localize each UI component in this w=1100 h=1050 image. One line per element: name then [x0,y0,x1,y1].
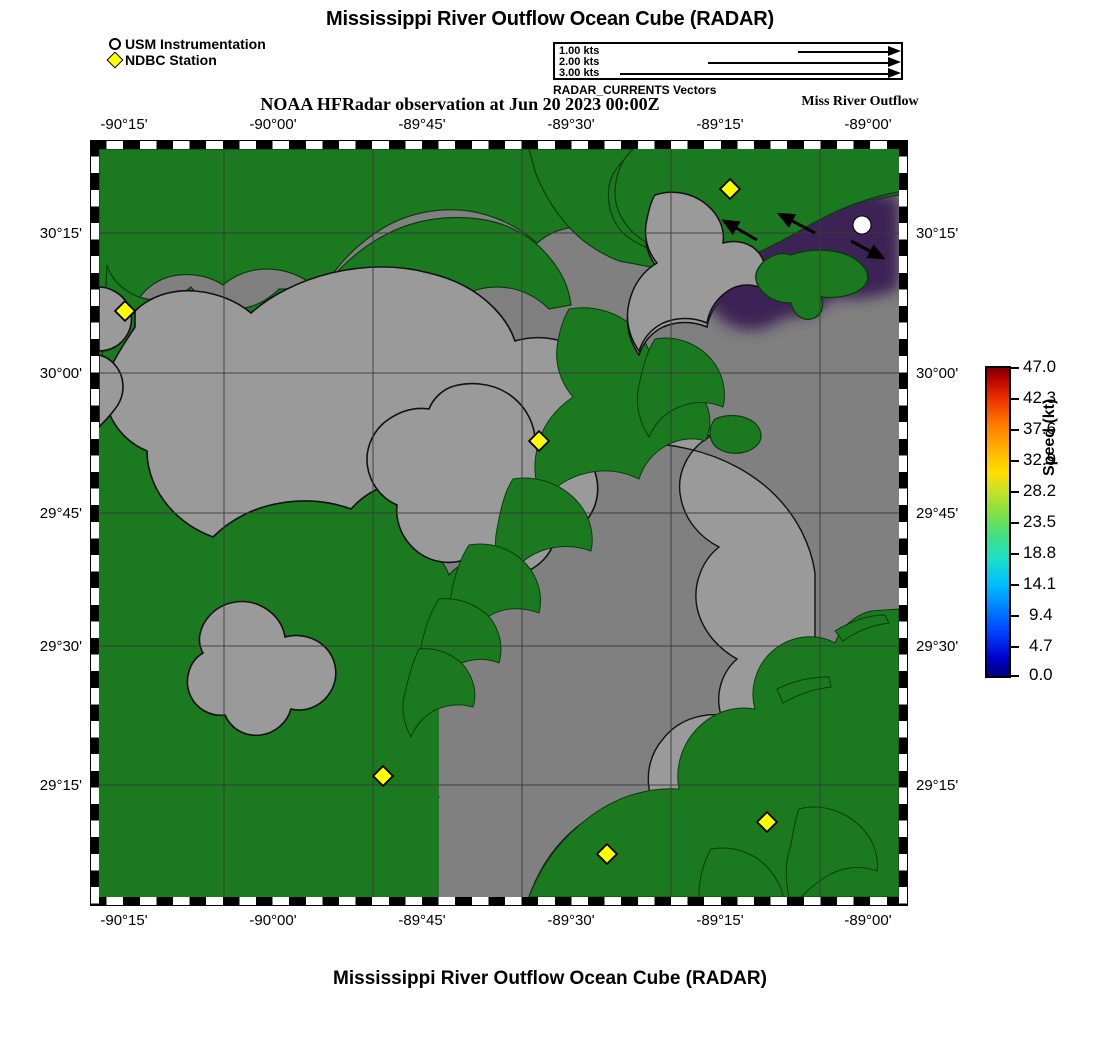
colorbar-label-2: 37.6 [1023,419,1057,438]
x-tick-label-bottom-0: -90°15' [100,912,148,929]
station-legend: USM Instrumentation NDBC Station [106,36,266,69]
colorbar-tick-5 [1011,522,1019,524]
x-tick-label-top-3: -89°30' [547,116,595,133]
usm-stations[interactable] [852,215,872,235]
y-tick-label-left-0: 30°15' [39,225,82,242]
ndbc-station-marker[interactable] [718,177,742,201]
legend-label-ndbc: NDBC Station [125,52,217,68]
legend-item-ndbc: NDBC Station [106,51,266,69]
y-tick-label-left-3: 29°30' [39,638,82,655]
map-border-left [90,140,99,906]
map-border-right [899,140,908,906]
colorbar-title: Speed (kt) [1041,398,1058,476]
north-shore-overlay [614,149,899,454]
colorbar-tick-4 [1011,491,1019,493]
vector-scale-row-3: 3.00 kts [555,67,901,79]
y-tick-label-left-1: 30°00' [39,365,82,382]
vector-scale-row-1: 1.00 kts [555,45,901,57]
vector-scale-key: 1.00 kts 2.00 kts 3.00 kts [553,42,903,80]
ndbc-station-marker[interactable] [755,810,779,834]
x-tick-label-bottom-2: -89°45' [398,912,446,929]
colorbar-tick-9 [1011,646,1019,648]
vector-arrowhead-3 [888,68,901,78]
current-vectors [721,212,886,260]
ndbc-station-marker[interactable] [113,299,137,323]
colorbar-label-8: 9.4 [1029,605,1053,624]
page-title: Mississippi River Outflow Ocean Cube (RA… [326,8,774,30]
usm-circle-icon [108,37,122,51]
vector-scale-label-3: 3.00 kts [559,67,600,79]
colorbar-label-6: 18.8 [1023,543,1057,562]
y-tick-label-right-1: 30°00' [916,365,959,382]
colorbar-tick-6 [1011,553,1019,555]
map-canvas[interactable] [90,140,908,906]
x-tick-label-top-0: -90°15' [100,116,148,133]
ndbc-diamond-icon [106,51,124,69]
ndbc-station-marker[interactable] [527,429,551,453]
graticule [99,149,899,897]
colorbar-tick-8 [1011,615,1019,617]
delta-marsh-detail [402,307,899,897]
vector-scale-label-2: 2.00 kts [559,56,600,68]
vector-scale-label-1: 1.00 kts [559,45,600,57]
map-border-top [90,140,908,149]
colorbar-tick-2 [1011,429,1019,431]
vector-scale-row-2: 2.00 kts [555,56,901,68]
map-geometry [99,149,899,897]
footer-title: Mississippi River Outflow Ocean Cube (RA… [333,968,767,989]
y-tick-label-left-2: 29°45' [39,505,82,522]
vector-arrowhead-2 [888,57,901,67]
colorbar-label-4: 28.2 [1023,481,1057,500]
y-tick-label-right-2: 29°45' [916,505,959,522]
region-label: Miss River Outflow [801,94,919,109]
colorbar-tick-0 [1011,367,1019,369]
x-tick-label-top-2: -89°45' [398,116,446,133]
y-tick-label-right-3: 29°30' [916,638,959,655]
colorbar-tick-3 [1011,460,1019,462]
current-vector-2 [776,212,816,235]
legend-item-usm: USM Instrumentation [108,36,266,52]
x-tick-label-top-5: -89°00' [844,116,892,133]
vector-key-caption: RADAR_CURRENTS Vectors [553,83,717,97]
current-vector-1 [721,219,758,242]
map-border-bottom [90,897,908,906]
x-tick-label-top-1: -90°00' [249,116,297,133]
colorbar-label-7: 14.1 [1023,574,1057,593]
ndbc-station-marker[interactable] [371,764,395,788]
ndbc-stations[interactable] [113,177,779,866]
x-tick-label-bottom-3: -89°30' [547,912,595,929]
y-tick-label-right-0: 30°15' [916,225,959,242]
y-tick-label-left-4: 29°15' [39,777,82,794]
observation-subtitle: NOAA HFRadar observation at Jun 20 2023 … [260,94,660,114]
ndbc-station-marker[interactable] [595,842,619,866]
colorbar-label-5: 23.5 [1023,512,1057,531]
colorbar-label-10: 0.0 [1029,665,1053,684]
y-tick-label-right-4: 29°15' [916,777,959,794]
vector-shaft-2 [708,62,888,64]
map-plot-area[interactable] [99,149,899,897]
colorbar-label-0: 47.0 [1023,357,1057,376]
x-tick-label-bottom-5: -89°00' [844,912,892,929]
colorbar-label-1: 42.3 [1023,388,1057,407]
colorbar-label-9: 4.7 [1029,636,1053,655]
vector-arrowhead-1 [888,46,901,56]
current-vector-3 [850,239,886,260]
colorbar-tick-7 [1011,584,1019,586]
usm-station-marker[interactable] [852,215,872,235]
vector-shaft-1 [798,51,888,53]
colorbar-tick-10 [1011,675,1019,677]
x-tick-label-bottom-4: -89°15' [696,912,744,929]
colorbar-gradient [985,366,1011,678]
colorbar-tick-1 [1011,398,1019,400]
vector-shaft-3 [620,73,888,75]
colorbar-label-3: 32.9 [1023,450,1057,469]
x-tick-label-top-4: -89°15' [696,116,744,133]
legend-label-usm: USM Instrumentation [125,36,266,52]
x-tick-label-bottom-1: -90°00' [249,912,297,929]
